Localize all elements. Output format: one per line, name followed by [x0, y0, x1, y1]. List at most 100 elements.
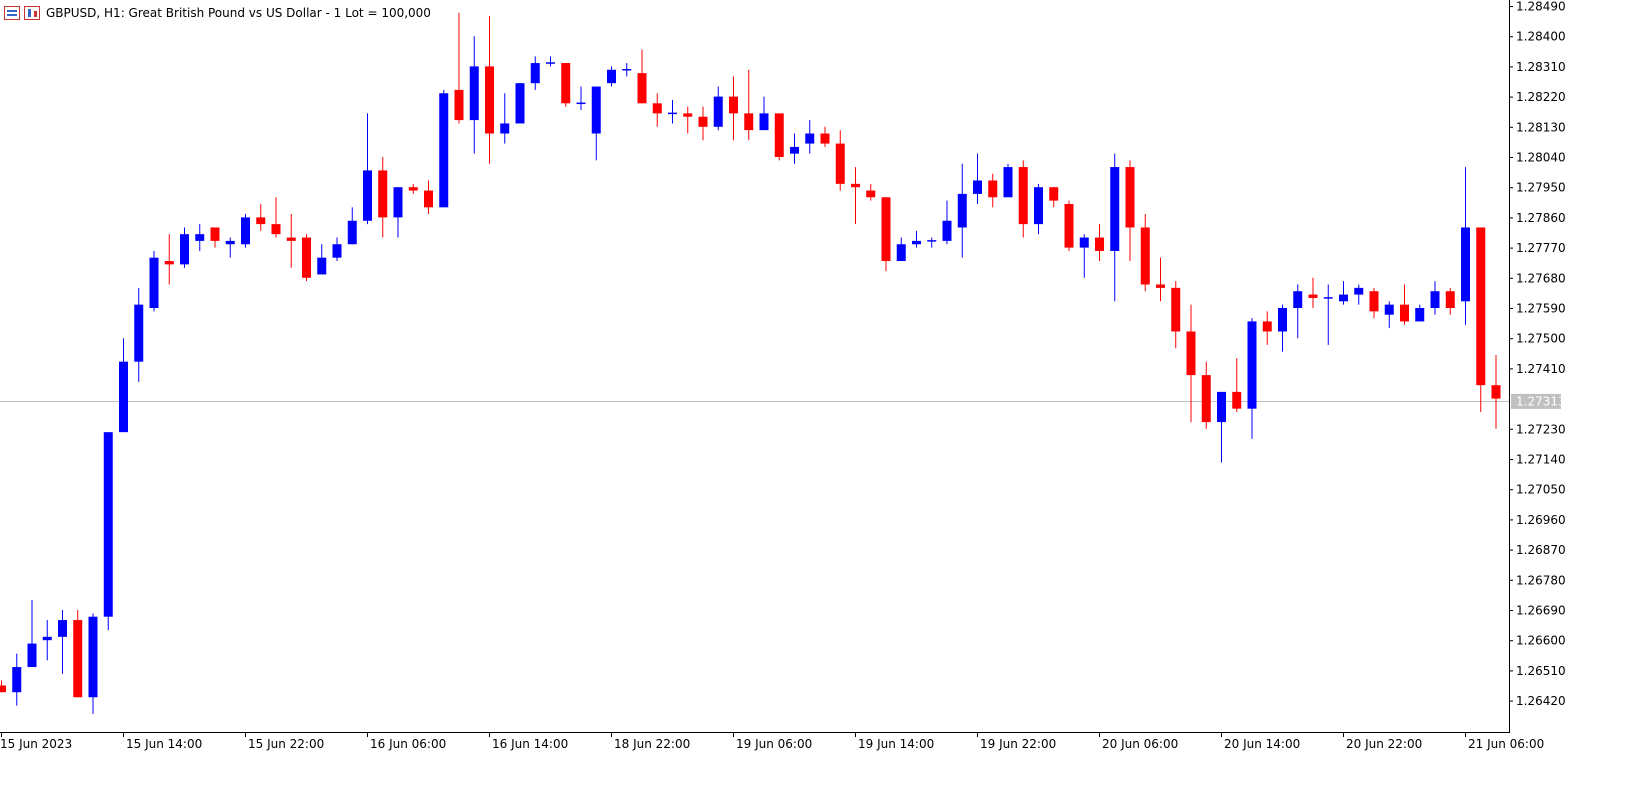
- candle: [1323, 284, 1333, 345]
- candle: [180, 227, 189, 268]
- candle: [0, 680, 6, 693]
- candle: [896, 237, 906, 262]
- candle: [790, 133, 799, 164]
- candle: [866, 183, 876, 201]
- candle: [957, 163, 967, 258]
- candle-body: [530, 63, 540, 84]
- candle: [1110, 153, 1120, 302]
- time-axis-ticks: 15 Jun 2023 15 Jun 14:00 15 Jun 22:00 16 Ju…: [0, 732, 1544, 751]
- candle: [439, 89, 449, 208]
- candle-body: [195, 234, 205, 241]
- current-price-label-layer: 1.27313: [1511, 393, 1566, 409]
- candle-body: [0, 685, 6, 693]
- candle: [393, 187, 403, 238]
- candle-body: [408, 187, 418, 191]
- candle: [835, 130, 845, 191]
- candle-body: [439, 93, 449, 208]
- time-tick-label: 19 Jun 06:00: [736, 737, 812, 751]
- candle-body: [759, 113, 769, 131]
- candle-body: [149, 257, 159, 308]
- candle: [744, 69, 754, 141]
- candle: [1125, 160, 1135, 262]
- axes-layer: [0, 0, 1510, 733]
- candle-body: [225, 240, 235, 245]
- candle: [103, 432, 113, 631]
- candle-body: [27, 643, 37, 668]
- current-price-label-bg: [1511, 393, 1561, 409]
- time-tick-label: 20 Jun 22:00: [1346, 737, 1422, 751]
- candle-body: [652, 103, 662, 114]
- candle-body: [103, 432, 113, 617]
- candle: [454, 12, 464, 124]
- candle: [1354, 284, 1364, 305]
- candle-body: [561, 63, 571, 104]
- candle-body: [515, 83, 525, 124]
- list-icon[interactable]: [4, 6, 20, 20]
- candle-body: [713, 96, 723, 127]
- time-tick-label: 15 Jun 2023: [0, 737, 72, 751]
- candle: [561, 63, 571, 107]
- candle: [88, 613, 98, 715]
- candle: [469, 36, 479, 154]
- candle: [973, 153, 982, 204]
- candle-body: [454, 89, 464, 121]
- candle: [698, 106, 708, 141]
- candle-body: [1140, 227, 1150, 285]
- price-tick-label: 1.26600: [1516, 634, 1566, 648]
- candle-body: [1369, 291, 1379, 312]
- bar-chart-icon[interactable]: [24, 6, 40, 20]
- symbol-title: GBPUSD, H1: Great British Pound vs US Do…: [46, 6, 431, 20]
- candle-body: [835, 143, 845, 184]
- price-tick-label: 1.26780: [1516, 573, 1566, 587]
- price-tick-label: 1.26960: [1516, 513, 1566, 527]
- candle: [607, 66, 616, 87]
- chart-header: GBPUSD, H1: Great British Pound vs US Do…: [4, 4, 431, 22]
- candle: [668, 99, 677, 124]
- candle-body: [881, 197, 891, 262]
- candle-body: [1064, 203, 1074, 248]
- candle-body: [1186, 331, 1196, 376]
- time-tick-label: 19 Jun 22:00: [980, 737, 1056, 751]
- candle-body: [912, 240, 921, 245]
- time-tick-label: 16 Jun 14:00: [492, 737, 568, 751]
- candle: [515, 83, 525, 124]
- candle: [1156, 257, 1165, 302]
- candle-body: [957, 193, 967, 228]
- candle-body: [942, 220, 952, 241]
- candle: [73, 610, 83, 698]
- candle: [820, 126, 830, 147]
- price-tick-label: 1.28130: [1516, 120, 1566, 134]
- candle-body: [1217, 391, 1226, 423]
- price-tick-label: 1.27680: [1516, 271, 1566, 285]
- price-tick-label: 1.27140: [1516, 453, 1566, 467]
- candle-body: [1049, 187, 1059, 201]
- time-tick-label: 15 Jun 22:00: [248, 737, 324, 751]
- candle-body: [1339, 294, 1348, 302]
- candle: [1171, 281, 1181, 349]
- candle: [500, 93, 510, 144]
- price-tick-label: 1.28040: [1516, 151, 1566, 165]
- time-tick-label: 18 Jun 22:00: [614, 737, 690, 751]
- candle-body: [1156, 284, 1165, 288]
- candle-body: [500, 123, 510, 134]
- candle-body: [744, 113, 754, 131]
- candle-body: [805, 133, 815, 144]
- candle: [485, 16, 494, 164]
- candle: [1476, 227, 1486, 413]
- candle-body: [1232, 391, 1242, 409]
- candle: [1095, 224, 1104, 262]
- candle: [12, 653, 22, 706]
- candles-layer: [0, 12, 1501, 715]
- time-tick-label: 20 Jun 14:00: [1224, 737, 1300, 751]
- candle-body: [607, 69, 616, 84]
- price-tick-label: 1.26690: [1516, 604, 1566, 618]
- candle-body: [790, 146, 799, 154]
- candle-body: [1415, 308, 1425, 322]
- candle: [1079, 234, 1089, 278]
- candle-body: [1445, 291, 1455, 308]
- candle-body: [1247, 321, 1257, 409]
- price-tick-label: 1.27500: [1516, 332, 1566, 346]
- time-tick-label: 16 Jun 06:00: [370, 737, 446, 751]
- candle: [683, 106, 693, 134]
